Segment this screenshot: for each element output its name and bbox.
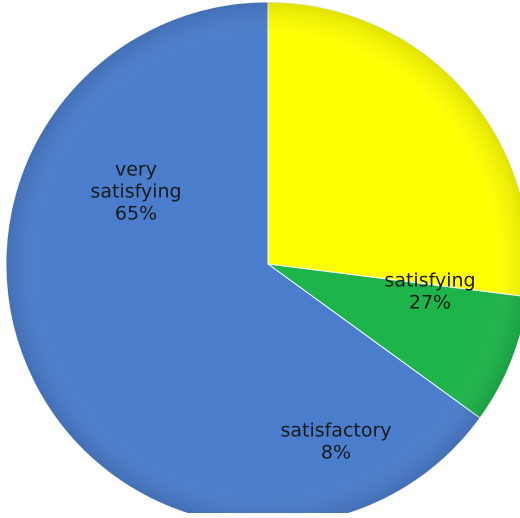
- labels-layer: satisfying27%satisfactory8%verysatisfyin…: [90, 159, 475, 464]
- slices-layer: [5, 1, 520, 518]
- slice-category-label: satisfying: [384, 270, 475, 292]
- slice-value-label: 8%: [321, 442, 351, 464]
- pie-rim-shade: [6, 2, 520, 518]
- slice-category-label: satisfying: [90, 181, 181, 203]
- slice-category-label: satisfactory: [280, 420, 391, 442]
- slice-value-label: 27%: [409, 292, 451, 314]
- slice-value-label: 65%: [115, 203, 157, 225]
- slice-category-label: very: [115, 159, 157, 181]
